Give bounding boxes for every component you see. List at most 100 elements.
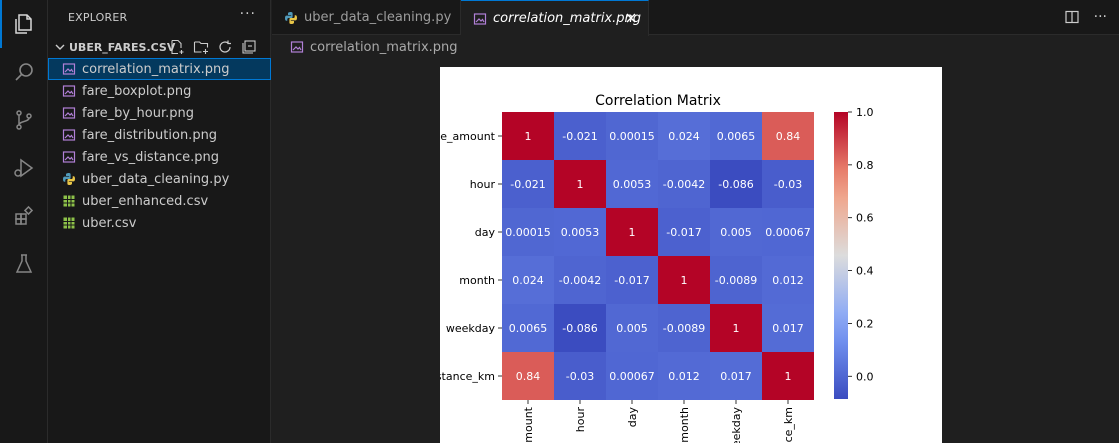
cell-value-label: -0.086 [562, 322, 597, 335]
cell-value-label: -0.0042 [663, 178, 705, 191]
heatmap-cell [606, 256, 658, 304]
search-activity-button[interactable] [0, 48, 48, 96]
heatmap-cell [762, 256, 814, 304]
file-name: correlation_matrix.png [82, 61, 230, 77]
colorbar-tick-label: 1.0 [856, 106, 874, 119]
row-label: month [459, 274, 495, 287]
cell-value-label: 0.00015 [505, 226, 551, 239]
heatmap-cell [710, 256, 762, 304]
explorer-sidebar: EXPLORER ··· UBER_FARES.CSV correlation_… [48, 0, 271, 443]
heatmap-cell [554, 352, 606, 400]
row-label: day [475, 226, 496, 239]
heatmap-cell [606, 160, 658, 208]
run-debug-activity-button[interactable] [0, 144, 48, 192]
file-item[interactable]: correlation_matrix.png [48, 58, 271, 80]
image-file-icon [62, 107, 76, 119]
heatmap-cell [762, 352, 814, 400]
file-item[interactable]: uber_enhanced.csv [48, 190, 271, 212]
file-list: correlation_matrix.png fare_boxplot.png fa… [48, 58, 271, 234]
refresh-icon[interactable] [217, 39, 233, 55]
colorbar-tick-label: 0.0 [856, 370, 874, 383]
heatmap-cell [502, 208, 554, 256]
file-item[interactable]: uber.csv [48, 212, 271, 234]
cell-value-label: 1 [733, 322, 740, 335]
cell-value-label: -0.0089 [663, 322, 705, 335]
close-icon[interactable] [624, 11, 638, 25]
folder-actions [169, 39, 257, 55]
chevron-down-icon [55, 44, 65, 50]
heatmap-cell [762, 160, 814, 208]
file-item[interactable]: fare_by_hour.png [48, 102, 271, 124]
file-item[interactable]: fare_vs_distance.png [48, 146, 271, 168]
image-file-icon [62, 85, 76, 97]
col-label: mount [522, 406, 535, 442]
heatmap-cell [606, 112, 658, 160]
row-label: e_amount [440, 130, 495, 143]
heatmap-cell [710, 112, 762, 160]
new-file-icon[interactable] [169, 39, 185, 55]
cell-value-label: -0.0042 [559, 274, 601, 287]
row-label: stance_km [440, 370, 495, 383]
folder-header[interactable]: UBER_FARES.CSV [48, 36, 271, 58]
heatmap-cell [710, 160, 762, 208]
colorbar-tick-label: 0.8 [856, 159, 874, 172]
heatmap-cell [658, 352, 710, 400]
files-icon [15, 14, 32, 34]
file-name: fare_vs_distance.png [82, 149, 220, 165]
cell-value-label: 0.017 [720, 370, 752, 383]
cell-value-label: -0.017 [666, 226, 701, 239]
row-label: weekday [446, 322, 496, 335]
cell-value-label: 0.0065 [717, 130, 756, 143]
file-item[interactable]: fare_distribution.png [48, 124, 271, 146]
tab-uber-data-cleaning[interactable]: uber_data_cleaning.py [272, 0, 461, 35]
testing-activity-button[interactable] [0, 240, 48, 288]
source-control-activity-button[interactable] [0, 96, 48, 144]
heatmap-cell [502, 160, 554, 208]
file-item[interactable]: fare_boxplot.png [48, 80, 271, 102]
col-label: hour [574, 407, 587, 433]
cell-value-label: 0.00067 [609, 370, 655, 383]
col-label: day [626, 407, 639, 428]
split-editor-icon[interactable] [1064, 9, 1080, 25]
tab-correlation-matrix[interactable]: correlation_matrix.png [461, 0, 649, 36]
col-label: ce_km [782, 407, 795, 442]
explorer-activity-button[interactable] [0, 0, 48, 48]
collapse-all-icon[interactable] [241, 39, 257, 55]
editor-actions: ··· [1064, 9, 1107, 25]
cell-value-label: 0.00067 [765, 226, 811, 239]
cell-value-label: 0.00015 [609, 130, 655, 143]
chart-title: Correlation Matrix [595, 93, 721, 109]
breadcrumb[interactable]: correlation_matrix.png [290, 38, 458, 56]
cell-value-label: 0.005 [720, 226, 752, 239]
table-file-icon [63, 217, 75, 229]
heatmap-cell [710, 304, 762, 352]
cell-value-label: 0.005 [616, 322, 648, 335]
heatmap-cell [710, 208, 762, 256]
heatmap-cell [658, 160, 710, 208]
more-actions-button[interactable]: ··· [239, 6, 256, 22]
image-file-icon [290, 41, 304, 53]
heatmap-cell [606, 352, 658, 400]
search-icon [15, 63, 33, 81]
python-icon [285, 11, 297, 24]
heatmap-cell [762, 304, 814, 352]
heatmap-cell [710, 352, 762, 400]
col-label: month [678, 407, 691, 443]
more-actions-button[interactable]: ··· [1093, 9, 1107, 25]
folder-name: UBER_FARES.CSV [69, 40, 176, 54]
cell-value-label: 0.024 [512, 274, 544, 287]
new-folder-icon[interactable] [193, 39, 209, 55]
file-item[interactable]: uber_data_cleaning.py [48, 168, 271, 190]
heatmap-cell [502, 256, 554, 304]
extensions-activity-button[interactable] [0, 192, 48, 240]
cell-value-label: -0.021 [510, 178, 545, 191]
heatmap-cell [658, 208, 710, 256]
tab-label: correlation_matrix.png [493, 11, 642, 26]
cell-value-label: -0.017 [614, 274, 649, 287]
cell-value-label: -0.021 [562, 130, 597, 143]
heatmap-cell [762, 208, 814, 256]
heatmap-cell [554, 112, 606, 160]
source-control-icon [16, 110, 32, 130]
breadcrumb-label: correlation_matrix.png [310, 39, 458, 55]
